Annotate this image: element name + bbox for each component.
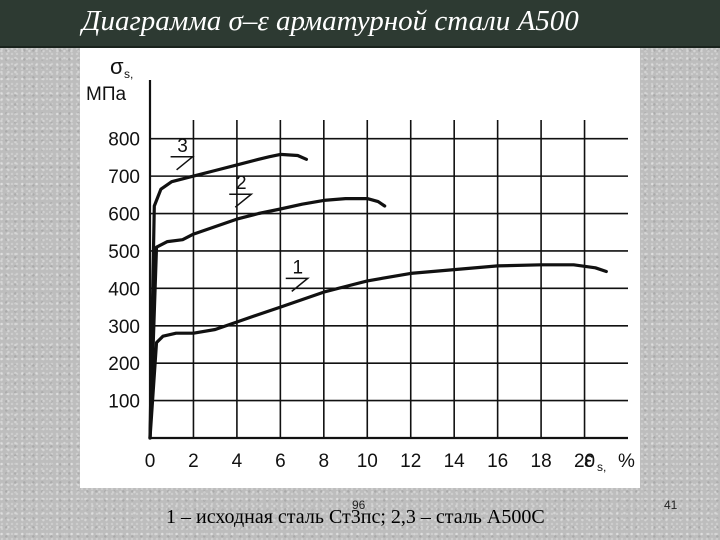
y-tick-label: 600 (108, 205, 140, 226)
y-tick-label: 100 (108, 392, 140, 413)
y-tick-label: 700 (108, 167, 140, 188)
series-leader-2 (229, 193, 254, 208)
series-line-3 (148, 152, 308, 440)
x-tick-label: 2 (188, 451, 199, 472)
chart-caption: 1 – исходная сталь Ст3пс; 2,3 – сталь А5… (166, 506, 545, 528)
x-tick-label: 20 (574, 451, 595, 472)
stress-strain-chart: 0 2 4 6 8 10 12 14 16 18 2010020030040050060070080… (86, 54, 635, 474)
series-leader-3 (170, 156, 195, 171)
y-tick-label: 500 (108, 242, 140, 263)
page-mark: 96 (352, 498, 366, 512)
y-axis-subscript: s, (124, 67, 133, 81)
series-label-3: 3 (177, 136, 188, 157)
x-tick-label: 4 (232, 451, 243, 472)
series-leader-1 (285, 277, 310, 292)
series-line-2 (148, 197, 387, 440)
y-tick-label: 300 (108, 317, 140, 338)
x-tick-label: 6 (275, 451, 286, 472)
y-tick-label: 200 (108, 354, 140, 375)
slide-number: 41 (664, 498, 678, 512)
x-tick-label: 10 (357, 451, 378, 472)
y-tick-label: 800 (108, 130, 140, 151)
x-axis-subscript: s, (597, 460, 606, 474)
x-axis-unit: % (618, 451, 635, 472)
x-tick-label: 16 (487, 451, 508, 472)
y-axis-symbol: σ (110, 54, 124, 79)
x-tick-label: 8 (319, 451, 330, 472)
slide-title: Диаграмма σ–ε арматурной стали А500 (82, 5, 579, 37)
x-tick-label: 0 (145, 451, 156, 472)
chart-panel: 0 2 4 6 8 10 12 14 16 18 20 100 200 300 400 500 600 700 80… (80, 48, 640, 488)
series-line-1 (148, 263, 608, 440)
y-tick-label: 400 (108, 279, 140, 300)
series-label-2: 2 (236, 173, 247, 194)
x-tick-label: 18 (531, 451, 552, 472)
slide-title-bar: Диаграмма σ–ε арматурной стали А500 (0, 0, 720, 48)
x-tick-label: 12 (400, 451, 421, 472)
x-axis-symbol: ε (584, 447, 594, 472)
y-axis-unit: МПа (86, 84, 126, 105)
series-label-1: 1 (292, 257, 303, 278)
x-tick-label: 14 (444, 451, 466, 472)
